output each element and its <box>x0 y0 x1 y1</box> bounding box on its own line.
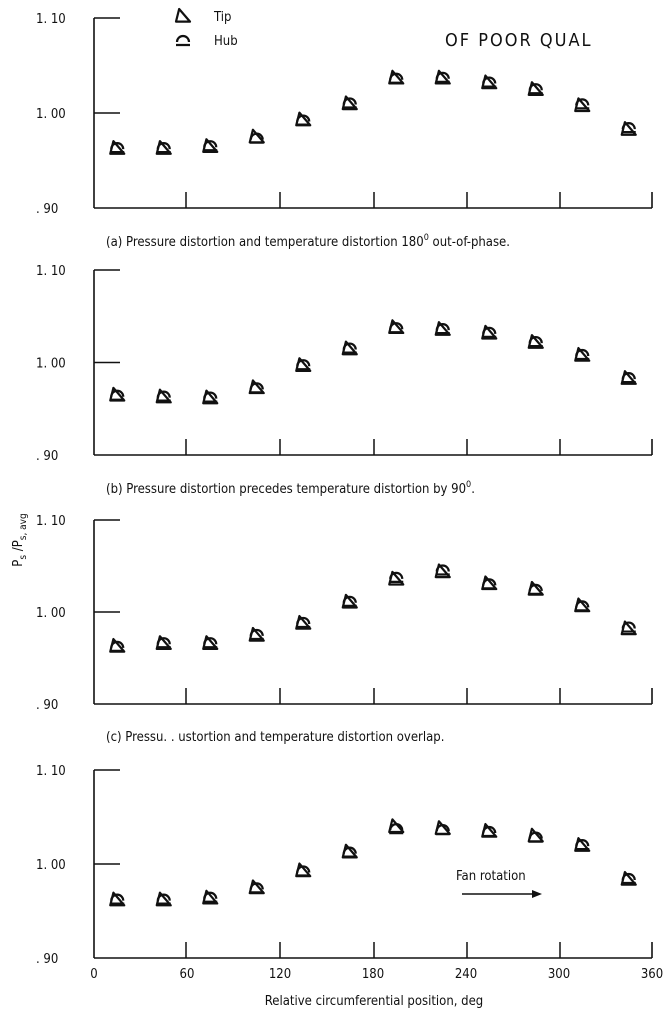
x-tick-label: 120 <box>269 967 291 982</box>
tip-point <box>388 69 405 85</box>
tip-point <box>248 128 265 144</box>
tip-legend-icon <box>174 7 192 23</box>
y-axis-title: Ps /Ps, avg <box>11 513 29 566</box>
panel-c: 1. 10 1. 00 . 90 (c) Pressu. . ustortion an… <box>36 514 653 745</box>
tip-point <box>574 97 591 113</box>
tip-point <box>434 69 451 85</box>
tip-point <box>202 889 219 905</box>
y-tick-label: 1. 00 <box>36 107 66 122</box>
tip-point <box>620 370 637 385</box>
y-tick-label: . 90 <box>36 698 58 713</box>
x-tick-label: 180 <box>362 967 384 982</box>
tip-point <box>620 870 637 886</box>
tip-point <box>155 891 172 907</box>
x-tick-label: 60 <box>180 967 195 982</box>
fan-rotation-label: Fan rotation <box>456 869 526 884</box>
y-tick-label: 1. 00 <box>36 858 66 873</box>
tip-point <box>527 81 544 96</box>
y-tick-label: . 90 <box>36 449 58 464</box>
fan-rotation-arrow-head <box>532 890 542 898</box>
tip-point <box>109 637 126 653</box>
tip-point <box>248 626 265 642</box>
tip-point <box>295 357 312 372</box>
panel-caption: (a) Pressure distortion and temperature … <box>106 233 510 250</box>
tip-point <box>388 818 405 834</box>
panels: 1. 10 1. 00 . 90 (a) Pressure distortion an… <box>36 12 663 982</box>
tip-point <box>155 388 172 404</box>
hub-legend-icon <box>175 34 191 47</box>
tip-point <box>620 620 637 636</box>
tip-point <box>434 563 451 579</box>
tip-point <box>527 580 544 596</box>
tip-point <box>109 386 126 402</box>
tip-point <box>248 379 265 395</box>
panel-caption: (c) Pressu. . ustortion and temperature … <box>106 730 444 745</box>
fan-rotation-annotation: Fan rotation <box>456 869 542 898</box>
tip-point <box>341 843 358 859</box>
tip-point <box>527 827 544 843</box>
y-tick-label: 1. 10 <box>36 514 66 529</box>
tip-point <box>341 95 358 111</box>
legend-label: Hub <box>214 34 238 49</box>
tip-point <box>481 823 498 838</box>
legend-label: Tip <box>213 10 231 25</box>
tip-point <box>388 570 405 586</box>
tip-point <box>109 891 126 907</box>
tip-point <box>202 389 219 405</box>
y-tick-label: . 90 <box>36 202 58 217</box>
tip-point <box>481 575 498 591</box>
y-tick-label: 1. 10 <box>36 12 66 27</box>
panel-b: 1. 10 1. 00 . 90 (b) Pressure distortion pr… <box>36 264 653 497</box>
panel-d: 1. 10 1. 00 . 90 0 60 120 180 240 300 360 <box>36 764 663 982</box>
tip-point <box>434 321 451 336</box>
tip-point <box>574 837 591 852</box>
tip-point <box>202 138 219 153</box>
tip-point <box>341 340 358 356</box>
x-tick-label: 360 <box>641 967 663 982</box>
y-tick-label: . 90 <box>36 952 58 967</box>
tip-point <box>248 879 265 895</box>
x-tick-label: 240 <box>455 967 477 982</box>
tip-point <box>295 862 312 878</box>
legend: Tip Hub <box>174 7 238 49</box>
tip-point <box>155 635 172 650</box>
tip-point <box>341 593 358 609</box>
panel-caption: (b) Pressure distortion precedes tempera… <box>106 480 475 497</box>
x-tick-label: 300 <box>548 967 570 982</box>
tip-point <box>155 140 172 155</box>
y-axis-title-text: Ps /Ps, avg <box>11 513 29 566</box>
tip-point <box>295 614 312 630</box>
tip-point <box>434 820 451 835</box>
tip-point <box>620 121 637 136</box>
tip-point <box>481 324 498 340</box>
x-axis-title: Relative circumferential position, deg <box>265 994 483 1009</box>
tip-point <box>202 635 219 650</box>
tip-point <box>388 319 405 335</box>
tip-point <box>574 347 591 362</box>
y-tick-label: 1. 10 <box>36 764 66 779</box>
header-stamp: OF POOR QUAL <box>445 30 593 51</box>
x-tick-label: 0 <box>90 967 97 982</box>
tip-point <box>574 597 591 613</box>
tip-point <box>527 334 544 349</box>
tip-point <box>295 111 312 127</box>
y-tick-label: 1. 00 <box>36 357 66 372</box>
tip-point <box>109 140 126 155</box>
tip-point <box>481 74 498 90</box>
panel-a: 1. 10 1. 00 . 90 (a) Pressure distortion an… <box>36 12 653 250</box>
y-tick-label: 1. 00 <box>36 606 66 621</box>
y-tick-label: 1. 10 <box>36 264 66 279</box>
